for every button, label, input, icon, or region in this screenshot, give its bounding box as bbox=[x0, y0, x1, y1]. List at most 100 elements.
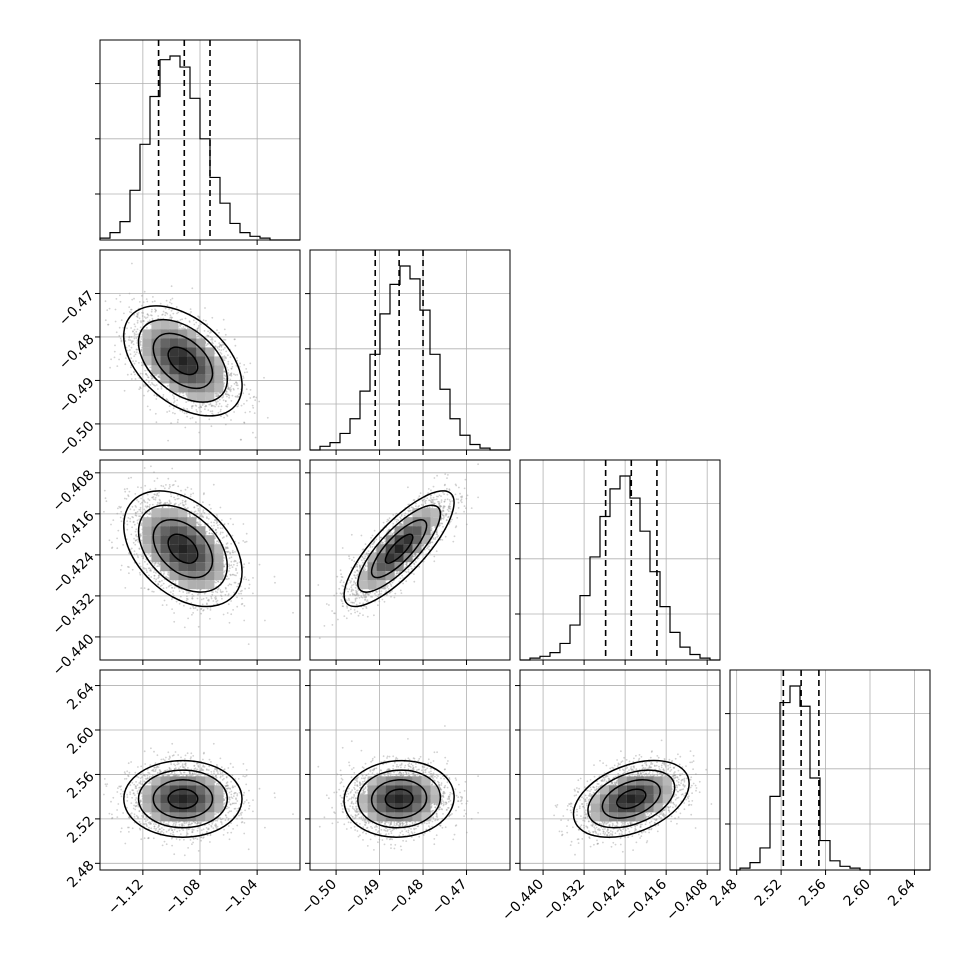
sample-point bbox=[123, 497, 126, 500]
sample-point bbox=[223, 416, 226, 419]
sample-point bbox=[162, 587, 165, 590]
sample-point bbox=[149, 569, 151, 572]
sample-point bbox=[213, 521, 215, 524]
sample-point bbox=[125, 498, 128, 500]
histogram-panel-2 bbox=[515, 459, 721, 665]
sample-point bbox=[179, 319, 182, 321]
sample-point bbox=[222, 396, 225, 398]
sample-point bbox=[144, 505, 147, 508]
sample-point bbox=[194, 404, 197, 407]
sample-point bbox=[168, 503, 171, 506]
density-cell bbox=[160, 320, 170, 330]
sample-point bbox=[202, 509, 205, 512]
sample-point bbox=[151, 314, 153, 317]
sample-point bbox=[236, 357, 238, 359]
sample-point bbox=[151, 377, 154, 380]
sample-point bbox=[171, 467, 174, 470]
sample-point bbox=[145, 378, 148, 381]
sample-point bbox=[132, 330, 134, 333]
sample-point bbox=[252, 406, 255, 409]
sample-point bbox=[142, 557, 144, 560]
sample-point bbox=[220, 405, 223, 408]
sample-point bbox=[186, 486, 189, 489]
sample-point bbox=[133, 332, 136, 335]
sample-point bbox=[191, 593, 194, 596]
sample-point bbox=[258, 563, 261, 566]
sample-point bbox=[214, 392, 217, 395]
sample-point bbox=[230, 613, 233, 616]
sample-point bbox=[169, 301, 171, 304]
sample-point bbox=[223, 338, 225, 341]
sample-point bbox=[130, 373, 133, 376]
sample-point bbox=[149, 555, 152, 558]
sample-point bbox=[224, 570, 226, 572]
sample-point bbox=[218, 541, 220, 544]
sample-point bbox=[215, 401, 218, 404]
sample-point bbox=[132, 520, 135, 523]
sample-point bbox=[111, 541, 113, 544]
sample-point bbox=[160, 387, 163, 390]
sample-point bbox=[144, 484, 147, 487]
x-tick-label: 2.60 bbox=[841, 876, 874, 909]
density-cell bbox=[142, 356, 152, 366]
sample-point bbox=[156, 477, 159, 480]
sample-point bbox=[124, 587, 127, 589]
sample-point bbox=[135, 337, 138, 340]
y-tick-label: −0.424 bbox=[50, 549, 98, 597]
sample-point bbox=[220, 591, 223, 594]
sample-point bbox=[252, 592, 254, 595]
sample-point bbox=[196, 328, 199, 330]
sample-point bbox=[130, 476, 133, 479]
sample-point bbox=[237, 395, 240, 398]
sample-point bbox=[195, 405, 198, 407]
sample-point bbox=[196, 333, 199, 336]
contour-line bbox=[122, 305, 243, 417]
sample-point bbox=[221, 590, 224, 593]
sample-point bbox=[128, 306, 131, 308]
sample-point bbox=[142, 320, 145, 322]
sample-point bbox=[253, 395, 256, 398]
sample-point bbox=[133, 323, 136, 326]
sample-point bbox=[229, 574, 232, 577]
sample-point bbox=[108, 307, 111, 310]
sample-point bbox=[191, 597, 194, 600]
sample-point bbox=[158, 491, 161, 494]
histogram-step-line bbox=[310, 265, 510, 451]
sample-point bbox=[212, 413, 215, 416]
sample-point bbox=[211, 338, 214, 341]
sample-point bbox=[220, 345, 223, 348]
sample-point bbox=[140, 338, 143, 340]
sample-point bbox=[213, 603, 215, 606]
sample-point bbox=[155, 309, 157, 312]
panel-frame bbox=[729, 669, 931, 871]
x-tick-label: 2.56 bbox=[796, 876, 829, 909]
sample-point bbox=[162, 310, 165, 313]
sample-point bbox=[240, 438, 243, 441]
sample-point bbox=[220, 595, 223, 598]
sample-point bbox=[149, 559, 152, 562]
sample-point bbox=[210, 597, 213, 600]
sample-point bbox=[220, 415, 222, 418]
sample-point bbox=[184, 500, 187, 503]
sample-point bbox=[206, 602, 208, 605]
sample-point bbox=[198, 406, 201, 409]
sample-point bbox=[140, 321, 143, 324]
sample-point bbox=[131, 262, 133, 265]
sample-point bbox=[134, 530, 137, 533]
sample-point bbox=[143, 587, 146, 589]
sample-point bbox=[149, 384, 152, 386]
sample-point bbox=[176, 312, 178, 315]
sample-point bbox=[205, 344, 208, 347]
sample-point bbox=[138, 301, 141, 303]
sample-point bbox=[158, 563, 161, 566]
sample-point bbox=[140, 340, 142, 343]
sample-point bbox=[141, 522, 143, 525]
density-cell bbox=[187, 347, 197, 357]
sample-point bbox=[158, 580, 161, 583]
sample-point bbox=[226, 414, 228, 417]
sample-point bbox=[223, 359, 226, 361]
sample-point bbox=[209, 606, 212, 609]
sample-point bbox=[238, 592, 240, 595]
sample-point bbox=[214, 537, 217, 540]
sample-point bbox=[183, 408, 186, 411]
